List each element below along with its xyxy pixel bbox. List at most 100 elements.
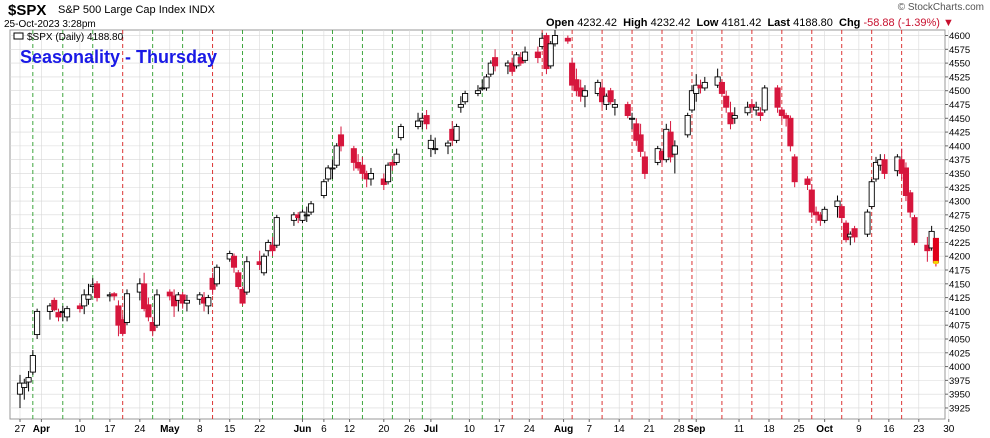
candle-body: [834, 200, 841, 208]
up-candle: [393, 148, 400, 166]
up-candle: [834, 195, 841, 218]
up-candle: [753, 101, 760, 116]
down-candle: [791, 154, 798, 188]
candle-body: [492, 57, 499, 67]
up-candle: [85, 283, 92, 305]
down-candle: [166, 289, 173, 301]
down-arrow-icon: ▼: [942, 17, 954, 29]
up-candle: [688, 85, 696, 113]
candles: [16, 30, 939, 408]
x-tick-label: 24: [524, 424, 536, 435]
symbol: $SPX: [8, 2, 47, 19]
candle-body: [783, 115, 790, 119]
up-candle: [307, 201, 315, 215]
candle-body: [166, 291, 173, 297]
y-tick-label: 3925: [949, 403, 970, 414]
index-full-name: S&P 500 Large Cap Index: [58, 4, 186, 16]
candle-body: [457, 104, 464, 108]
candle-body: [881, 159, 888, 174]
y-tick-label: 4500: [949, 86, 970, 97]
up-candle: [474, 85, 482, 97]
up-candle: [547, 41, 554, 69]
candle-body: [111, 293, 118, 297]
candle-body: [637, 134, 644, 152]
x-tick-label: 21: [644, 424, 656, 435]
candle-body: [898, 159, 905, 174]
y-tick-label: 4225: [949, 238, 970, 249]
down-candle: [55, 308, 62, 322]
candle-body: [791, 156, 798, 183]
candle-body: [487, 62, 494, 75]
exchange: INDX: [188, 4, 215, 16]
candle-body: [123, 293, 131, 323]
up-candle: [25, 370, 32, 392]
candle-body: [641, 156, 648, 174]
y-tick-label: 4250: [949, 224, 970, 235]
candle-body: [474, 90, 482, 94]
x-tick-label: 6: [321, 424, 327, 435]
candle-body: [55, 312, 62, 318]
x-tick-label: 26: [404, 424, 416, 435]
down-candle: [787, 115, 794, 152]
candle-body: [85, 294, 92, 300]
candle-body: [821, 208, 828, 221]
candle-body: [932, 237, 939, 263]
x-tick-label: 27: [14, 424, 26, 435]
up-candle: [320, 178, 327, 199]
down-candle: [111, 292, 118, 301]
y-tick-label: 4425: [949, 128, 970, 139]
y-tick-label: 4400: [949, 141, 970, 152]
y-tick-label: 4275: [949, 210, 970, 221]
down-candle: [492, 49, 499, 72]
candle-body: [611, 104, 618, 108]
down-candle: [423, 110, 430, 130]
x-tick-label: 9: [856, 424, 862, 435]
up-candle: [243, 256, 250, 295]
y-tick-label: 4475: [949, 100, 970, 111]
candle-body: [119, 319, 126, 334]
last-label: Last: [767, 17, 791, 29]
y-tick-label: 3975: [949, 376, 970, 387]
candle-body: [153, 294, 161, 326]
up-candle: [479, 79, 486, 91]
down-candle: [881, 154, 888, 179]
candle-body: [414, 120, 422, 128]
y-tick-label: 4300: [949, 197, 970, 208]
candle-body: [509, 62, 516, 72]
candle-body: [423, 115, 430, 125]
down-candle: [851, 225, 858, 243]
up-candle: [611, 98, 618, 116]
x-tick-label: 23: [913, 424, 925, 435]
up-candle: [205, 294, 212, 315]
x-tick-label: Aug: [554, 424, 573, 435]
last-candle: [932, 237, 939, 267]
candle-body: [701, 81, 708, 89]
down-candle: [911, 214, 918, 246]
candle-body: [21, 382, 28, 388]
down-candle: [389, 159, 396, 171]
open-value: 4232.42: [577, 17, 617, 29]
y-tick-label: 4125: [949, 293, 970, 304]
down-candle: [573, 68, 580, 97]
up-candle: [414, 112, 422, 130]
x-tick-label: 10: [74, 424, 86, 435]
candle-body: [269, 244, 276, 252]
candle-body: [693, 84, 700, 94]
x-tick-label: 10: [464, 424, 476, 435]
up-candle: [64, 305, 71, 322]
up-candle: [325, 165, 332, 182]
up-candle: [731, 107, 738, 124]
ohlc-summary: Open 4232.42 High 4232.42 Low 4181.42 La…: [546, 17, 954, 29]
legend: $SPX (Daily) 4188.80: [13, 32, 124, 43]
down-candle: [235, 270, 242, 290]
candle-body: [183, 299, 190, 304]
candle-body: [444, 142, 452, 147]
down-candle: [907, 190, 914, 218]
low-label: Low: [696, 17, 719, 29]
down-candle: [778, 107, 785, 122]
up-candle: [864, 209, 871, 237]
up-candle: [21, 378, 28, 400]
up-candle: [714, 68, 721, 88]
candle-body: [804, 178, 811, 185]
candle-body: [34, 310, 41, 336]
